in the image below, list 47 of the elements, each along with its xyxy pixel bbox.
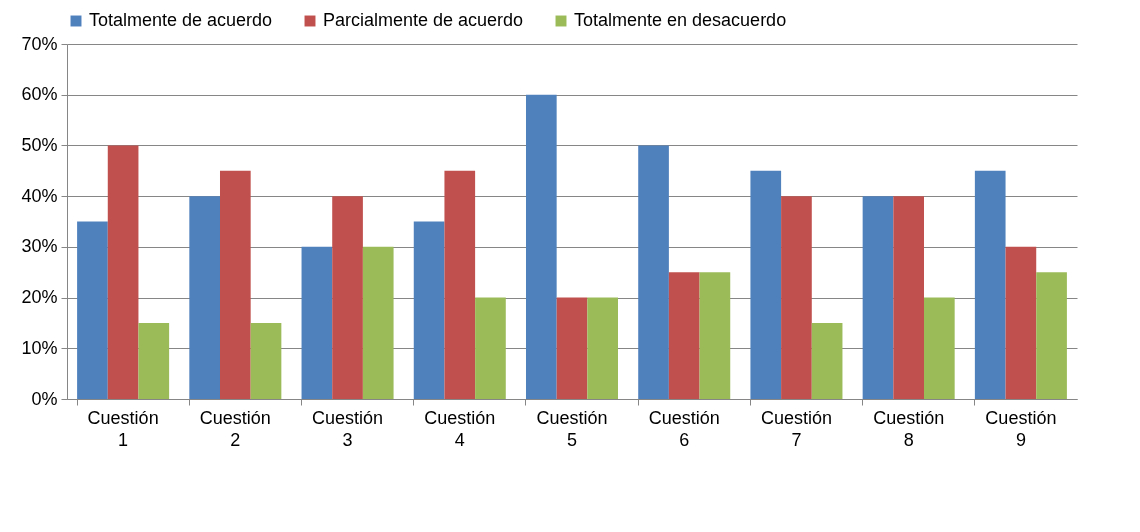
y-tick-label: 40%	[21, 185, 58, 206]
bar	[332, 196, 363, 399]
bar	[924, 297, 955, 399]
bar	[189, 196, 220, 399]
y-tick-label: 70%	[21, 33, 58, 54]
x-tick-label: Cuestión 1	[87, 407, 159, 450]
bar	[699, 272, 731, 399]
bar	[301, 246, 333, 399]
bar	[974, 170, 1006, 399]
bar	[1036, 272, 1067, 399]
bar	[668, 272, 700, 399]
y-tick-label: 60%	[21, 84, 58, 105]
bar	[362, 246, 394, 399]
bar	[893, 196, 924, 399]
x-tick-label: Cuestión 5	[536, 407, 608, 450]
legend-label: Parcialmente de acuerdo	[323, 10, 524, 30]
x-tick-label: Cuestión 6	[648, 407, 720, 450]
y-tick-label: 50%	[21, 134, 58, 155]
bar	[220, 170, 251, 399]
x-tick-label: Cuestión 4	[424, 407, 496, 450]
bar	[77, 221, 108, 399]
bar	[444, 170, 476, 399]
bar	[413, 221, 445, 399]
bar	[750, 170, 782, 399]
y-tick-label: 0%	[31, 388, 58, 409]
bar	[107, 145, 139, 399]
bar	[587, 297, 619, 399]
legend-label: Totalmente de acuerdo	[89, 10, 273, 30]
bar	[475, 297, 506, 399]
bar	[250, 322, 282, 399]
bar	[862, 196, 894, 399]
legend-label: Totalmente en desacuerdo	[574, 10, 787, 30]
x-tick-label: Cuestión 7	[760, 407, 832, 450]
bar	[138, 322, 170, 399]
y-tick-label: 10%	[21, 337, 58, 358]
y-tick-label: 20%	[21, 287, 58, 308]
bar	[781, 196, 812, 399]
bar	[525, 94, 557, 399]
bar	[638, 145, 669, 399]
x-tick-label: Cuestión 3	[312, 407, 384, 450]
bar	[811, 322, 843, 399]
x-tick-label: Cuestión 8	[873, 407, 945, 450]
bar	[556, 297, 588, 399]
x-tick-label: Cuestión 9	[985, 407, 1057, 450]
bar	[1005, 246, 1037, 399]
x-tick-label: Cuestión 2	[199, 407, 271, 450]
y-tick-label: 30%	[21, 236, 58, 257]
